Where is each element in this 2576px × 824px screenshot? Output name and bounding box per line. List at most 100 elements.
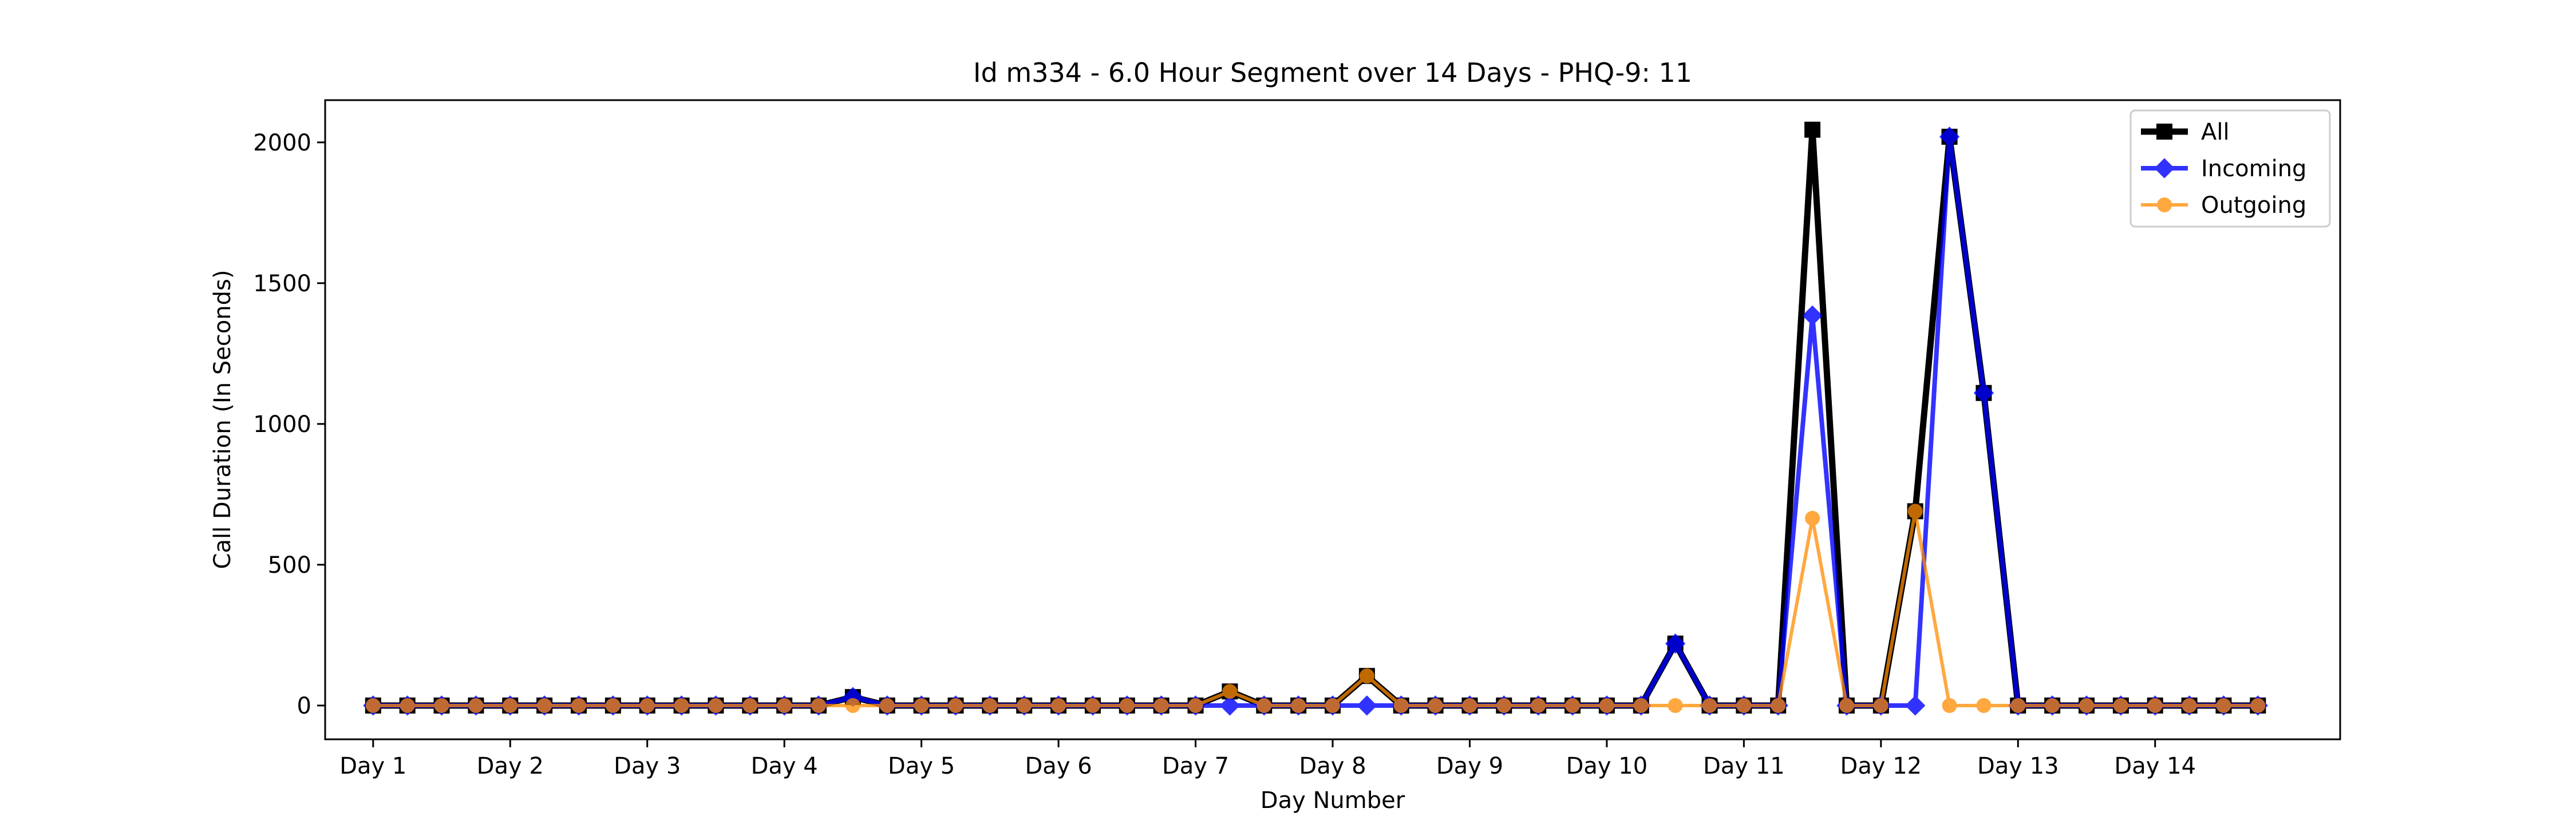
data-point-outgoing [708, 698, 724, 713]
y-tick-label: 2000 [253, 130, 311, 156]
data-point-incoming [1905, 695, 1926, 716]
data-point-outgoing [1393, 698, 1409, 713]
y-tick-label: 1000 [253, 411, 311, 438]
data-point-outgoing [845, 698, 860, 713]
legend-label-all: All [2201, 119, 2230, 145]
data-point-outgoing [2010, 698, 2026, 713]
data-point-outgoing [1017, 698, 1032, 713]
legend-item-all [2141, 124, 2188, 140]
legend-item-incoming [2141, 158, 2188, 179]
data-point-outgoing [914, 698, 929, 713]
data-point-outgoing [1702, 698, 1717, 713]
data-point-outgoing [1085, 698, 1100, 713]
data-point-outgoing [982, 698, 998, 713]
data-point-outgoing [2113, 698, 2128, 713]
data-point-outgoing [503, 698, 518, 713]
data-point-outgoing [1668, 698, 1683, 713]
data-point-outgoing [571, 698, 586, 713]
data-point-outgoing [1873, 698, 1888, 713]
data-point-outgoing [948, 698, 963, 713]
data-point-outgoing [811, 698, 827, 713]
data-point-outgoing [1051, 698, 1066, 713]
legend-label-outgoing: Outgoing [2201, 192, 2306, 219]
data-point-outgoing [1291, 698, 1306, 713]
x-tick-label: Day 13 [1977, 753, 2059, 779]
x-tick-label: Day 11 [1703, 753, 1785, 779]
x-tick-label: Day 12 [1840, 753, 1922, 779]
data-point-outgoing [468, 698, 484, 713]
data-point-outgoing [742, 698, 758, 713]
legend: All Incoming Outgoing [2129, 109, 2331, 228]
data-point-outgoing [2079, 698, 2095, 713]
chart-title: Id m334 - 6.0 Hour Segment over 14 Days … [973, 57, 1692, 88]
data-point-outgoing [1257, 698, 1272, 713]
data-point-outgoing [537, 698, 552, 713]
y-axis-label: Call Duration (In Seconds) [210, 270, 236, 569]
data-point-incoming [1939, 126, 1960, 147]
x-axis: Day 1 Day 2 Day 3 Day 4 Day 5 Day 6 Day 7 Day 8… [339, 739, 2196, 779]
series-line-incoming [373, 134, 2258, 708]
x-tick-label: Day 5 [888, 753, 955, 779]
series-group [363, 121, 2268, 716]
data-point-outgoing [1771, 698, 1786, 713]
data-point-outgoing [2045, 698, 2060, 713]
series-outgoing [365, 504, 2266, 713]
series-line-all [373, 126, 2258, 709]
data-point-outgoing [400, 698, 415, 713]
x-tick-label: Day 7 [1162, 753, 1229, 779]
x-tick-label: Day 6 [1025, 753, 1092, 779]
x-tick-label: Day 14 [2114, 753, 2196, 779]
x-tick-label: Day 2 [477, 753, 544, 779]
data-point-incoming [1973, 383, 1994, 403]
series-incoming [363, 126, 2268, 716]
x-tick-label: Day 8 [1299, 753, 1366, 779]
y-tick-label: 0 [297, 693, 311, 719]
data-point-outgoing [1153, 698, 1169, 713]
plot-area [324, 99, 2341, 740]
data-point-outgoing [2250, 698, 2266, 713]
data-point-outgoing [1805, 510, 1820, 526]
data-point-outgoing [1599, 698, 1614, 713]
data-point-outgoing [1119, 698, 1135, 713]
series-all [365, 121, 2266, 714]
x-tick-label: Day 3 [614, 753, 681, 779]
legend-box [2129, 109, 2331, 228]
legend-marker-incoming [2154, 158, 2175, 179]
data-point-outgoing [1942, 698, 1957, 713]
legend-marker-all [2156, 124, 2172, 140]
data-point-outgoing [1976, 698, 1992, 713]
x-tick-label: Day 10 [1566, 753, 1648, 779]
data-point-incoming [1219, 695, 1240, 716]
x-tick-label: Day 1 [339, 753, 406, 779]
data-point-outgoing [1325, 698, 1340, 713]
data-point-outgoing [2216, 698, 2231, 713]
data-point-incoming [1802, 305, 1823, 326]
data-point-outgoing [1188, 698, 1203, 713]
data-point-outgoing [605, 698, 621, 713]
legend-marker-outgoing [2157, 197, 2172, 212]
data-point-outgoing [674, 698, 689, 713]
data-point-outgoing [1428, 698, 1443, 713]
x-tick-label: Day 4 [751, 753, 818, 779]
data-point-incoming [1665, 633, 1686, 654]
data-point-outgoing [879, 698, 895, 713]
data-point-outgoing [1531, 698, 1546, 713]
data-point-outgoing [1907, 504, 1923, 519]
data-point-outgoing [1462, 698, 1477, 713]
data-point-outgoing [365, 698, 381, 713]
data-point-outgoing [1222, 684, 1238, 699]
y-tick-label: 500 [268, 552, 311, 579]
x-axis-label: Day Number [1261, 787, 1405, 814]
data-point-outgoing [1496, 698, 1512, 713]
y-tick-label: 1500 [253, 271, 311, 297]
y-axis: 0 500 1000 1500 2000 [253, 130, 325, 719]
data-point-outgoing [1839, 698, 1854, 713]
data-point-incoming [1357, 695, 1377, 716]
data-point-outgoing [2147, 698, 2163, 713]
data-point-outgoing [434, 698, 449, 713]
data-point-outgoing [639, 698, 655, 713]
data-point-outgoing [1565, 698, 1581, 713]
x-tick-label: Day 9 [1436, 753, 1503, 779]
data-point-outgoing [1633, 698, 1649, 713]
